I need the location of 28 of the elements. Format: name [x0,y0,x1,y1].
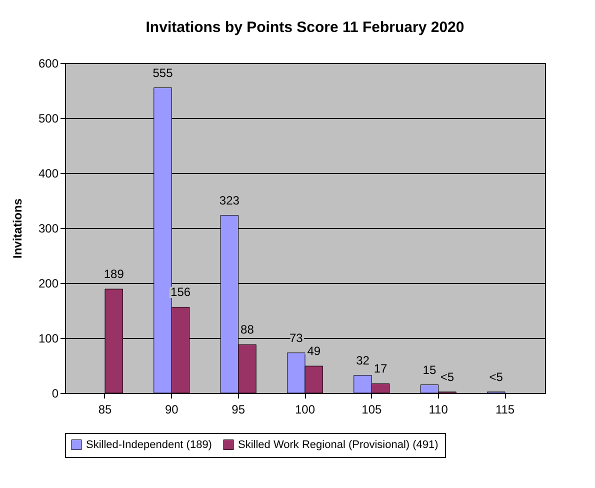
data-label: 49 [307,344,321,358]
y-tick-label: 200 [38,276,59,290]
x-tick-label: 110 [428,402,448,416]
x-tick-label: 85 [98,402,112,416]
x-tick-label: 95 [232,402,246,416]
data-label: 88 [240,322,254,337]
y-tick-label: 100 [38,332,59,346]
data-label: 17 [374,362,388,376]
data-label: 32 [356,353,370,368]
legend-label: Skilled Work Regional (Provisional) (491) [238,438,438,451]
data-label: 555 [152,66,174,80]
data-label: 15 [422,362,436,377]
y-tick-label: 600 [38,56,59,70]
x-tick-label: 115 [495,402,515,416]
x-tick-label: 90 [164,402,179,416]
legend-label: Skilled-Independent (189) [86,438,212,451]
data-label: <5 [440,370,454,384]
data-label: <5 [489,370,504,384]
x-tick-label: 100 [294,402,316,416]
y-tick-label: 0 [52,386,59,400]
chart-title: Invitations by Points Score 11 February 2020 [146,19,464,36]
y-tick-label: 500 [38,112,59,126]
data-label: 323 [219,193,240,208]
y-axis-title: Invitations [10,198,24,259]
data-label: 189 [104,267,124,282]
y-tick-label: 400 [38,166,59,180]
y-tick-label: 300 [38,222,59,236]
x-tick-label: 105 [362,402,382,416]
